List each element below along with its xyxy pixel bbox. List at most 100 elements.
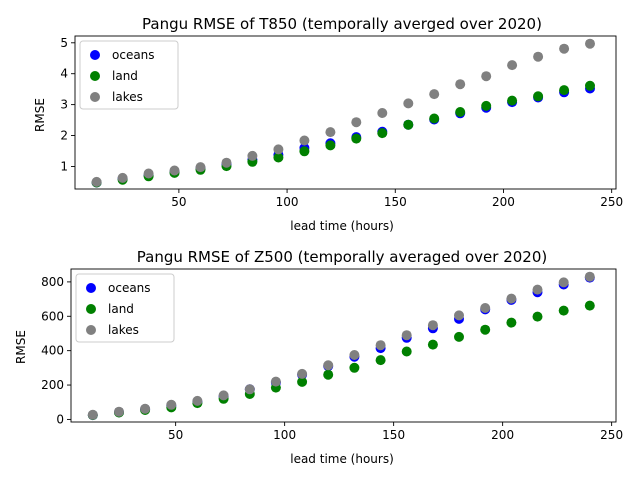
z500-land-point-10 bbox=[349, 362, 360, 373]
t850-ylabel: RMSE bbox=[33, 98, 47, 132]
z500-land-point-13 bbox=[427, 339, 438, 350]
z500-land-point-14 bbox=[454, 331, 464, 342]
z500-lakes-point-16 bbox=[506, 293, 517, 304]
z500-plot-area: 50 100 150 200 250 0 200 400 600 800 oceans land lak… bbox=[41, 268, 623, 442]
t850-lakes-point-11 bbox=[377, 108, 388, 118]
z500-lakes-point-14 bbox=[454, 310, 464, 321]
z500-panel: Pangu RMSE of Z500 (temporally averaged … bbox=[14, 248, 623, 466]
t850-land-point-14 bbox=[455, 107, 466, 117]
t850-land-point-11 bbox=[377, 128, 388, 139]
z500-lakes-point-2 bbox=[140, 403, 151, 414]
z500-legend-label-lakes: lakes bbox=[108, 323, 139, 337]
t850-legend bbox=[79, 40, 179, 110]
t850-y-tick-label-4: 5 bbox=[60, 36, 68, 50]
t850-legend-label-lakes: lakes bbox=[112, 90, 143, 104]
z500-legend-label-land: land bbox=[108, 302, 134, 316]
z500-legend-marker-lakes bbox=[86, 325, 96, 335]
t850-title: Pangu RMSE of T850 (temporally averged o… bbox=[142, 15, 542, 33]
t850-lakes-point-13 bbox=[429, 89, 440, 100]
t850-x-tick-label-0: 50 bbox=[171, 195, 186, 209]
t850-lakes-point-10 bbox=[351, 117, 362, 128]
t850-lakes-point-7 bbox=[273, 144, 284, 155]
t850-land-point-9 bbox=[325, 140, 336, 151]
z500-legend bbox=[75, 273, 175, 343]
t850-legend-marker-lakes bbox=[90, 92, 100, 102]
t850-land-point-12 bbox=[403, 119, 414, 130]
z500-land-point-12 bbox=[401, 346, 412, 357]
z500-lakes-point-0 bbox=[87, 409, 98, 420]
t850-lakes-point-2 bbox=[143, 168, 154, 179]
z500-y-tick-label-2: 400 bbox=[41, 344, 64, 358]
t850-lakes-point-8 bbox=[299, 135, 310, 146]
t850-land-point-10 bbox=[351, 133, 362, 144]
z500-legend-label-oceans: oceans bbox=[108, 281, 151, 295]
z500-x-tick-label-3: 200 bbox=[491, 428, 514, 442]
z500-land-point-18 bbox=[558, 305, 569, 316]
z500-x-tick-label-1: 100 bbox=[273, 428, 296, 442]
t850-x-tick-label-2: 150 bbox=[384, 195, 407, 209]
z500-lakes-point-5 bbox=[218, 390, 229, 401]
z500-land-point-9 bbox=[323, 369, 334, 380]
t850-land-point-17 bbox=[533, 91, 544, 102]
t850-legend-marker-oceans bbox=[90, 50, 100, 60]
z500-lakes-point-13 bbox=[427, 320, 438, 331]
t850-land-point-16 bbox=[507, 95, 518, 106]
t850-legend-marker-land bbox=[90, 71, 100, 81]
z500-lakes-point-1 bbox=[114, 406, 124, 417]
z500-lakes-point-15 bbox=[480, 303, 491, 313]
t850-land-point-7 bbox=[273, 152, 284, 163]
z500-lakes-point-3 bbox=[166, 399, 177, 410]
t850-lakes-point-0 bbox=[91, 176, 102, 187]
z500-legend-marker-land bbox=[86, 304, 96, 314]
t850-xlabel: lead time (hours) bbox=[290, 219, 394, 233]
z500-lakes-point-11 bbox=[375, 340, 386, 351]
t850-land-point-15 bbox=[481, 100, 492, 111]
t850-plot-area: 50 100 150 200 250 1 2 3 4 5 oceans land lakes bbox=[60, 35, 623, 209]
t850-x-tick-label-3: 200 bbox=[492, 195, 515, 209]
t850-land-point-8 bbox=[299, 146, 310, 157]
t850-lakes-point-19 bbox=[585, 38, 595, 49]
t850-x-tick-label-4: 250 bbox=[600, 195, 623, 209]
t850-y-tick-label-0: 1 bbox=[60, 159, 68, 173]
z500-legend-marker-oceans bbox=[86, 283, 96, 293]
z500-title: Pangu RMSE of Z500 (temporally averaged … bbox=[137, 248, 547, 266]
z500-lakes-point-6 bbox=[244, 384, 255, 395]
t850-land-point-18 bbox=[559, 85, 570, 96]
z500-lakes-point-18 bbox=[558, 277, 569, 288]
t850-lakes-point-14 bbox=[455, 79, 466, 90]
z500-axes-frame bbox=[70, 268, 617, 423]
z500-x-tick-label-0: 50 bbox=[168, 428, 183, 442]
t850-land-point-13 bbox=[429, 113, 440, 124]
t850-lakes-point-3 bbox=[169, 165, 180, 176]
t850-panel: Pangu RMSE of T850 (temporally averged o… bbox=[33, 15, 623, 233]
t850-x-tick-label-1: 100 bbox=[276, 195, 299, 209]
t850-legend-label-oceans: oceans bbox=[112, 48, 155, 62]
t850-lakes-point-4 bbox=[195, 162, 206, 173]
z500-lakes-point-10 bbox=[349, 350, 360, 360]
z500-lakes-point-19 bbox=[584, 271, 595, 282]
t850-y-tick-label-2: 3 bbox=[60, 98, 68, 112]
z500-y-tick-label-3: 600 bbox=[41, 309, 64, 323]
z500-land-point-17 bbox=[532, 311, 543, 322]
t850-y-tick-label-3: 4 bbox=[60, 67, 68, 81]
t850-legend-label-land: land bbox=[112, 69, 138, 83]
z500-lakes-point-9 bbox=[323, 360, 334, 371]
t850-lakes-point-5 bbox=[221, 157, 232, 168]
z500-lakes-point-17 bbox=[532, 284, 543, 295]
t850-y-tick-label-1: 2 bbox=[60, 129, 68, 143]
z500-y-tick-label-0: 0 bbox=[56, 412, 64, 426]
z500-x-tick-label-2: 150 bbox=[382, 428, 405, 442]
z500-lakes-point-7 bbox=[270, 376, 281, 387]
t850-lakes-point-16 bbox=[507, 60, 518, 71]
z500-lakes-point-8 bbox=[297, 368, 308, 379]
z500-y-tick-label-4: 800 bbox=[41, 275, 64, 289]
z500-land-point-19 bbox=[584, 300, 595, 311]
t850-lakes-point-6 bbox=[247, 150, 258, 161]
z500-land-point-11 bbox=[375, 355, 386, 366]
t850-lakes-point-17 bbox=[533, 51, 544, 62]
z500-ylabel: RMSE bbox=[14, 330, 28, 364]
t850-lakes-point-18 bbox=[559, 43, 570, 54]
z500-xlabel: lead time (hours) bbox=[290, 452, 394, 466]
z500-x-tick-label-4: 250 bbox=[600, 428, 623, 442]
